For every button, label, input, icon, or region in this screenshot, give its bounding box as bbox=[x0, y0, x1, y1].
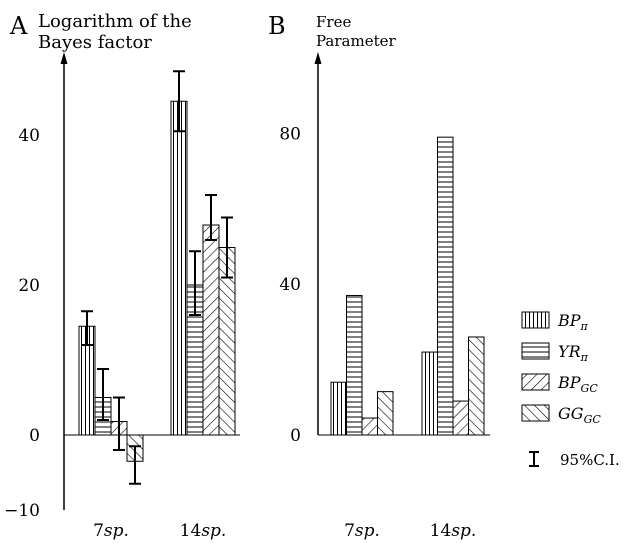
panel-a-bar-bp-14sp bbox=[170, 100, 188, 436]
legend-swatch bbox=[521, 342, 550, 360]
legend-ci-label: 95%C.I. bbox=[560, 451, 620, 469]
panel-b-bar-gggc-7sp bbox=[377, 391, 394, 436]
panel-a-category-7sp: 7sp. bbox=[93, 521, 129, 541]
panel-b-ytick-label: 40 bbox=[279, 275, 301, 295]
legend-swatch bbox=[521, 373, 550, 391]
panel-b-category-7sp: 7sp. bbox=[344, 521, 380, 541]
panel-a-ytick-label: 40 bbox=[18, 126, 40, 146]
panel-a-ci-yr-14sp bbox=[189, 250, 201, 316]
panel-b-ytick-label: 80 bbox=[279, 124, 301, 144]
panel-b-bar-bp-7sp bbox=[330, 381, 347, 436]
panel-a-ytick-label: −10 bbox=[4, 501, 40, 521]
panel-a-ci-gggc-14sp bbox=[221, 216, 233, 279]
panel-b-bar-bpgc-7sp bbox=[361, 417, 378, 436]
panel-b-bar-yr-7sp bbox=[346, 295, 363, 436]
panel-b-y-axis-arrow bbox=[314, 52, 322, 64]
legend-swatch bbox=[521, 311, 550, 329]
legend-label: GGGC bbox=[558, 404, 601, 426]
legend-item-yr: YRπ bbox=[521, 342, 589, 364]
legend-label: BPπ bbox=[557, 311, 589, 333]
panel-a-ci-bp-14sp bbox=[173, 70, 185, 133]
legend-item-gg-gc: GGGC bbox=[521, 404, 601, 426]
panel-a-category-14sp: 14sp. bbox=[180, 521, 227, 541]
panel-a-ytick-label: 20 bbox=[18, 276, 40, 296]
panel-a-ci-bpgc-14sp bbox=[205, 194, 217, 241]
legend-item-bp: BPπ bbox=[521, 311, 589, 333]
panel-b: B Free Parameter 0 40 80 7sp. 14sp. bbox=[268, 12, 490, 541]
panel-b-ytick-label: 0 bbox=[290, 426, 301, 446]
panel-a-ci-bpgc-7sp bbox=[113, 396, 125, 451]
panel-a-ci-bp-7sp bbox=[81, 310, 93, 346]
legend: BPπ YRπ BPGC GGGC 95%C.I. bbox=[521, 311, 620, 469]
panel-b-ylabel-line1: Free bbox=[316, 13, 351, 31]
panel-a-letter: A bbox=[9, 12, 28, 40]
panel-b-category-14sp: 14sp. bbox=[430, 521, 477, 541]
legend-item-bp-gc: BPGC bbox=[521, 373, 598, 395]
panel-b-bar-bpgc-14sp bbox=[452, 400, 469, 436]
panel-b-bar-bp-14sp bbox=[421, 351, 438, 436]
panel-a-ytick-label: 0 bbox=[29, 426, 40, 446]
panel-b-letter: B bbox=[268, 12, 286, 40]
panel-a-ci-yr-7sp bbox=[97, 368, 109, 421]
panel-a-ci-gggc-7sp bbox=[129, 445, 141, 485]
panel-a-bar-bpgc-14sp bbox=[202, 224, 220, 436]
legend-swatch bbox=[521, 404, 550, 422]
panel-a: A Logarithm of the Bayes factor −10 0 20 40… bbox=[4, 11, 240, 541]
legend-label: BPGC bbox=[557, 373, 598, 395]
panel-a-y-axis-arrow bbox=[60, 52, 68, 64]
panel-a-ylabel-line1: Logarithm of the bbox=[38, 11, 192, 32]
panel-b-bar-yr-14sp bbox=[437, 136, 454, 436]
legend-ci: 95%C.I. bbox=[529, 451, 620, 469]
panel-b-bar-gggc-14sp bbox=[468, 336, 485, 436]
legend-label: YRπ bbox=[558, 342, 589, 364]
panel-b-ylabel-line2: Parameter bbox=[316, 32, 396, 50]
panel-a-ylabel-line2: Bayes factor bbox=[38, 32, 152, 53]
